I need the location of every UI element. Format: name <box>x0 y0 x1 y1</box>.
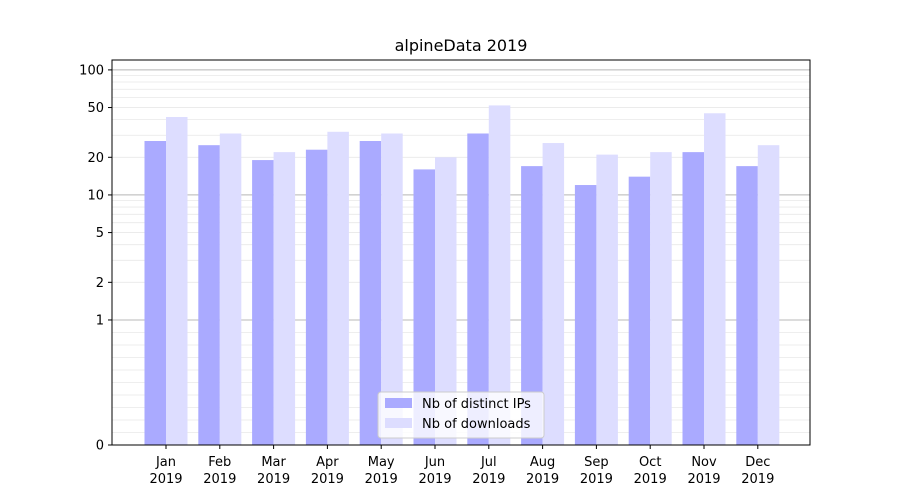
bar-downloads-nov <box>704 113 726 445</box>
y-tick-label: 0 <box>96 439 104 454</box>
x-tick-label-year: 2019 <box>311 472 344 487</box>
x-tick-label-year: 2019 <box>741 472 774 487</box>
y-tick-label: 20 <box>87 151 104 166</box>
bar-downloads-apr <box>327 131 349 445</box>
bar-distinct-ips-feb <box>198 145 220 445</box>
x-tick-label-year: 2019 <box>149 472 182 487</box>
x-tick-label-year: 2019 <box>418 472 451 487</box>
x-tick-label-year: 2019 <box>687 472 720 487</box>
bar-downloads-dec <box>757 145 780 445</box>
x-tick-label-month: Oct <box>639 455 661 470</box>
bar-distinct-ips-jul <box>467 133 489 445</box>
x-tick-label-month: Mar <box>261 455 286 470</box>
bar-downloads-oct <box>650 152 672 445</box>
bar-downloads-feb <box>219 133 242 445</box>
legend-box <box>377 391 545 439</box>
x-tick-label-year: 2019 <box>257 472 290 487</box>
bar-distinct-ips-aug <box>521 166 543 445</box>
bar-distinct-ips-jun <box>413 169 435 445</box>
chart-title: alpineData 2019 <box>395 36 528 55</box>
x-tick-label-month: Jan <box>155 455 176 470</box>
bar-distinct-ips-nov <box>682 152 704 445</box>
y-tick-label: 5 <box>96 226 104 241</box>
x-tick-label-year: 2019 <box>526 472 559 487</box>
x-tick-label-year: 2019 <box>634 472 667 487</box>
y-tick-label: 10 <box>87 188 104 203</box>
bar-downloads-jan <box>166 117 188 445</box>
x-tick-label-year: 2019 <box>365 472 398 487</box>
bar-downloads-aug <box>542 143 565 445</box>
x-tick-label-month: Dec <box>745 455 770 470</box>
axes: 0 1 2 5 10 20 50 100 Jan 2019 Feb 2019 Mar 2019 Apr 201… <box>79 59 811 487</box>
bar-distinct-ips-oct <box>628 176 651 445</box>
legend: Nb of distinct IPs Nb of downloads <box>377 391 545 439</box>
x-tick-label-year: 2019 <box>203 472 236 487</box>
x-tick-label-month: May <box>368 455 395 470</box>
bar-distinct-ips-mar <box>252 160 274 445</box>
x-tick-label-month: Feb <box>208 455 231 470</box>
x-tick-label-year: 2019 <box>580 472 613 487</box>
x-tick-label-year: 2019 <box>472 472 505 487</box>
legend-swatch-downloads <box>385 418 412 428</box>
legend-label-downloads: Nb of downloads <box>422 417 531 432</box>
x-tick-label-month: Nov <box>691 455 717 470</box>
y-tick-label: 100 <box>79 63 104 78</box>
bar-distinct-ips-apr <box>305 149 328 446</box>
x-tick-label-month: Sep <box>584 455 609 470</box>
legend-label-distinct-ips: Nb of distinct IPs <box>422 397 531 412</box>
bar-downloads-jul <box>488 105 511 446</box>
bar-distinct-ips-may <box>359 140 382 445</box>
plot-frame <box>111 59 811 446</box>
y-tick-label: 50 <box>87 101 104 116</box>
y-tick-label: 1 <box>96 313 104 328</box>
bar-distinct-ips-sep <box>574 185 597 445</box>
bar-downloads-sep <box>596 154 618 446</box>
x-tick-label-month: Apr <box>316 455 339 470</box>
bar-downloads-mar <box>273 152 296 445</box>
bar-distinct-ips-jan <box>144 140 166 445</box>
x-tick-label-month: Jul <box>480 455 497 470</box>
bar-downloads-jun <box>435 157 457 445</box>
x-tick-label-month: Jun <box>424 455 445 470</box>
bars <box>144 105 780 446</box>
legend-swatch-distinct-ips <box>385 398 412 408</box>
y-tick-label: 2 <box>96 276 104 291</box>
bar-distinct-ips-dec <box>736 166 758 445</box>
bar-downloads-may <box>381 133 403 445</box>
x-tick-label-month: Aug <box>530 455 555 470</box>
